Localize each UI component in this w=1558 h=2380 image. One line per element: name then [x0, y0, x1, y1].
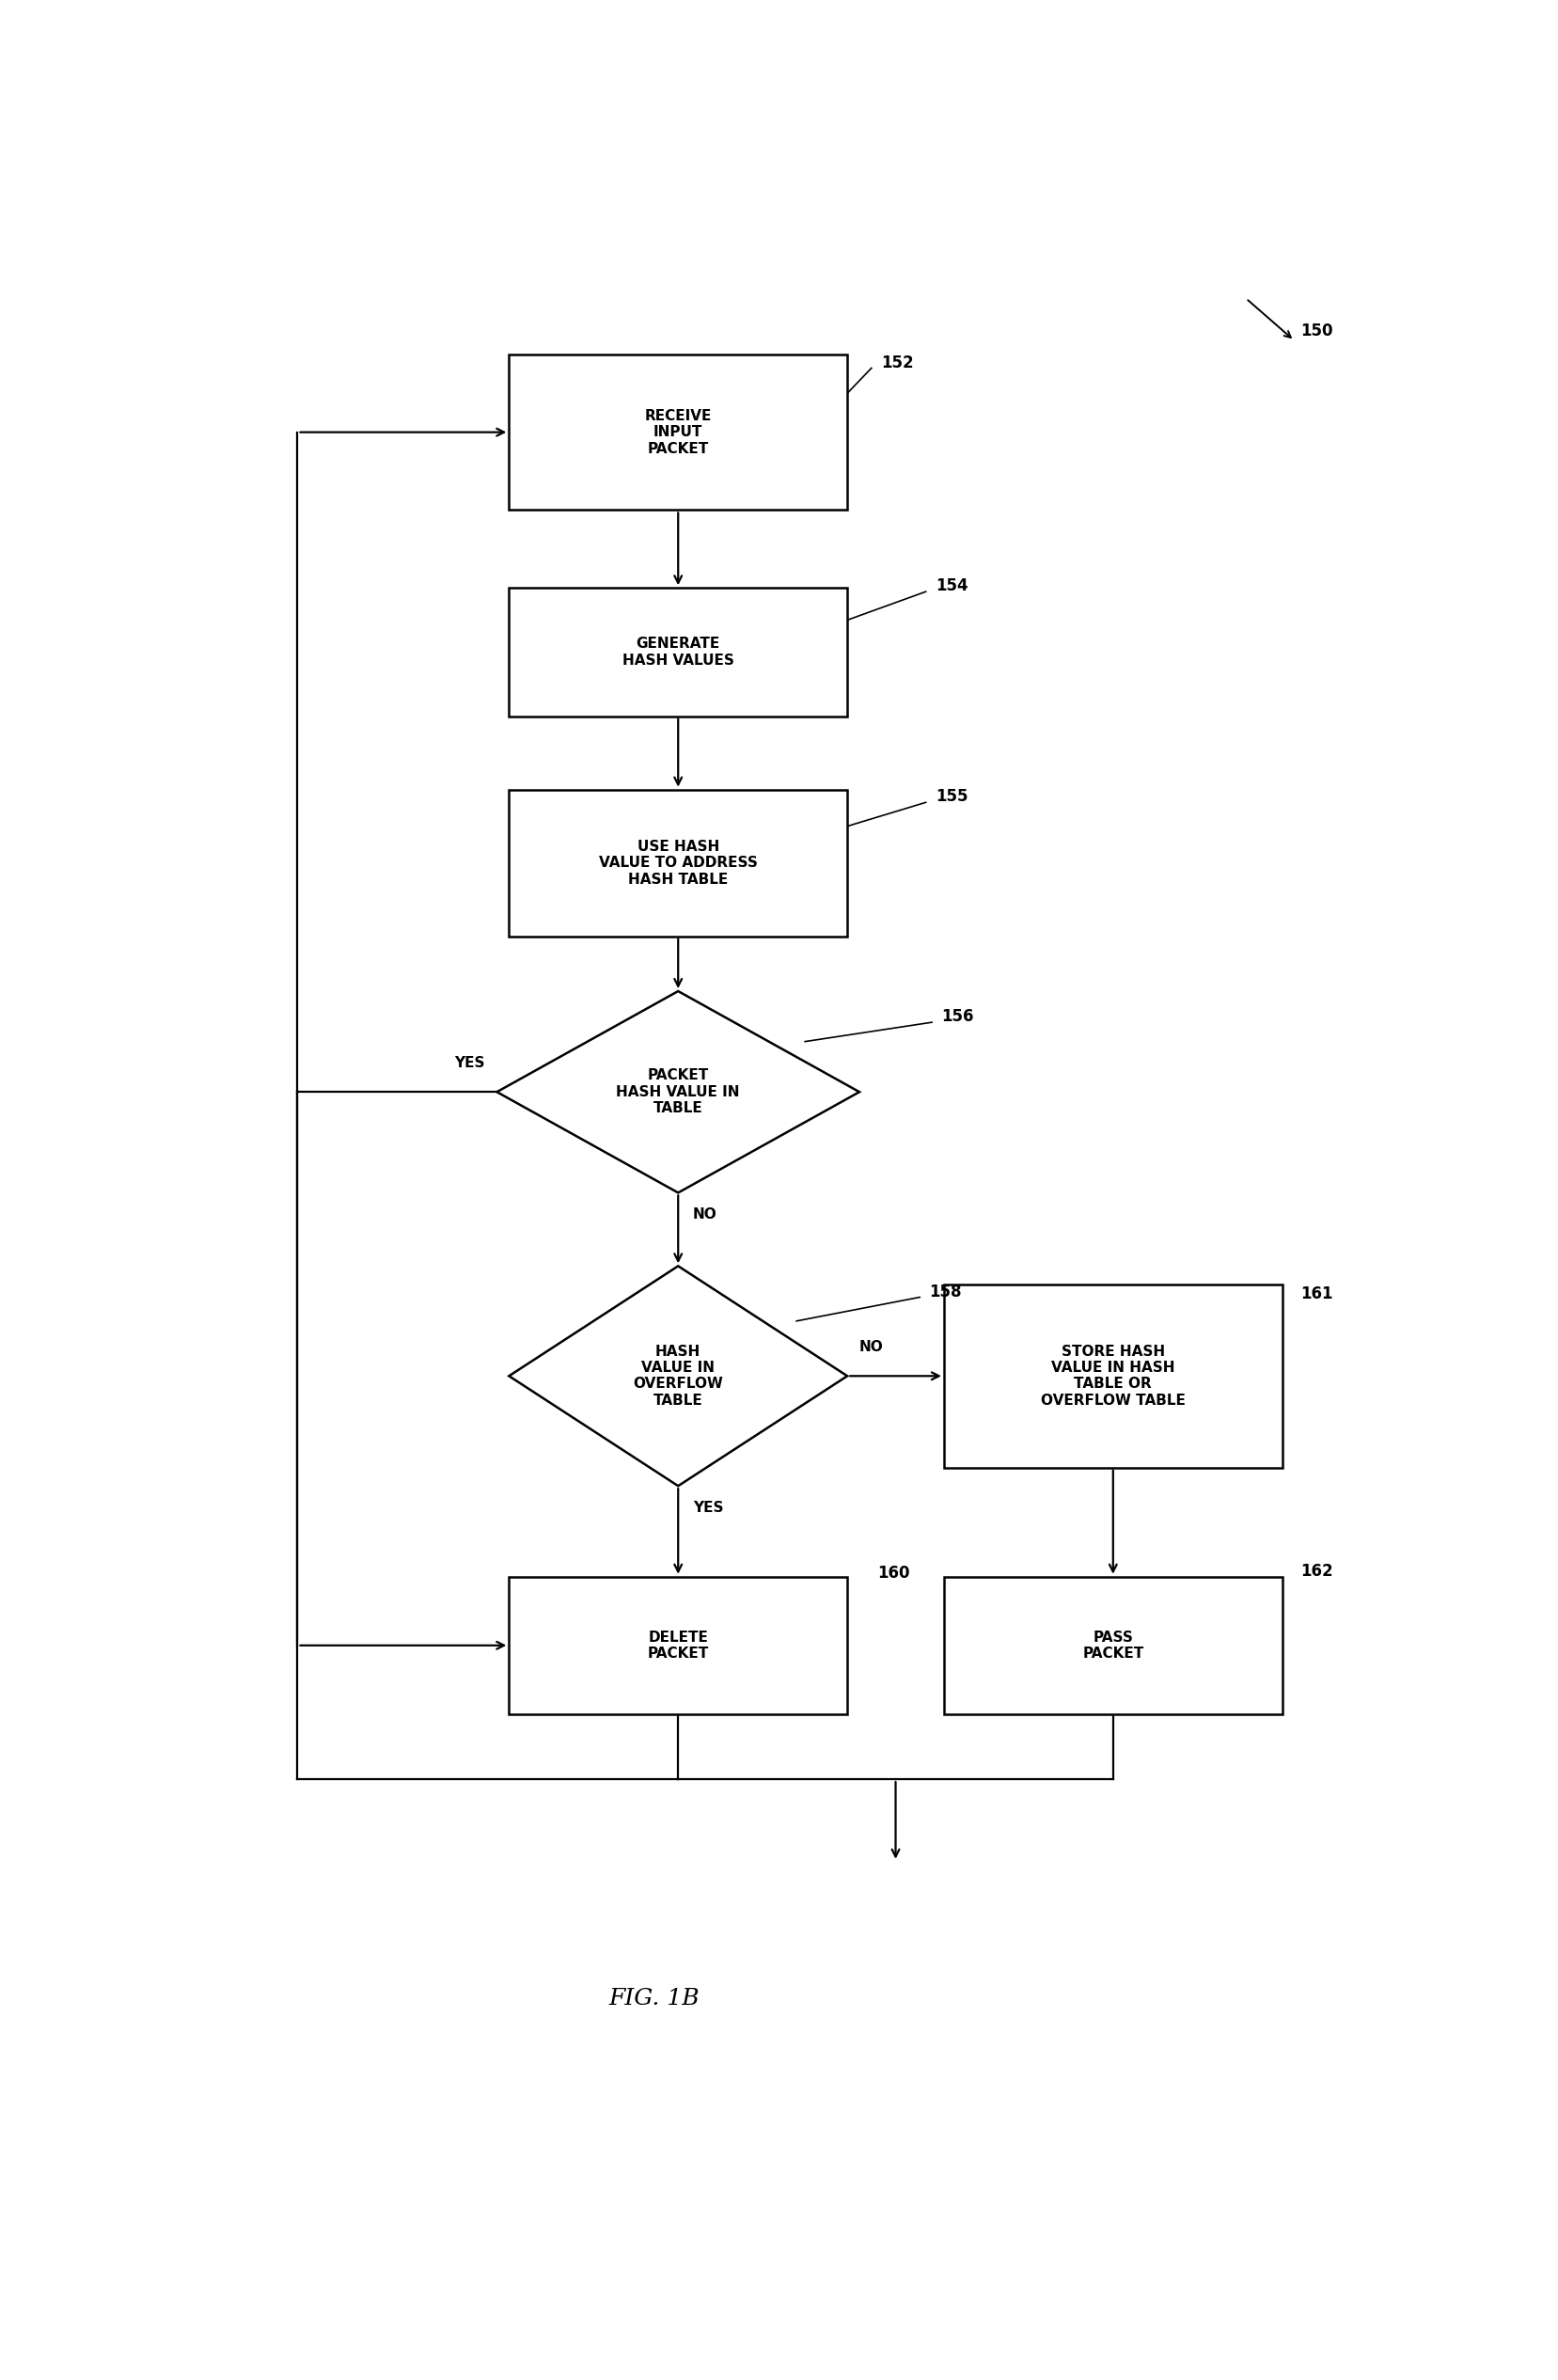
Text: RECEIVE
INPUT
PACKET: RECEIVE INPUT PACKET	[643, 409, 712, 455]
Text: NO: NO	[692, 1207, 717, 1221]
Text: 160: 160	[877, 1564, 910, 1580]
Text: FIG. 1B: FIG. 1B	[608, 1987, 700, 2009]
Text: DELETE
PACKET: DELETE PACKET	[647, 1630, 709, 1661]
FancyBboxPatch shape	[944, 1285, 1281, 1468]
FancyBboxPatch shape	[508, 790, 848, 935]
Text: USE HASH
VALUE TO ADDRESS
HASH TABLE: USE HASH VALUE TO ADDRESS HASH TABLE	[598, 840, 757, 885]
FancyBboxPatch shape	[508, 588, 848, 716]
Text: 152: 152	[880, 355, 913, 371]
Text: YES: YES	[692, 1502, 723, 1514]
Text: 155: 155	[935, 788, 968, 804]
Text: GENERATE
HASH VALUES: GENERATE HASH VALUES	[622, 638, 734, 666]
Polygon shape	[508, 1266, 848, 1485]
Polygon shape	[497, 990, 858, 1192]
FancyBboxPatch shape	[508, 1576, 848, 1714]
Text: STORE HASH
VALUE IN HASH
TABLE OR
OVERFLOW TABLE: STORE HASH VALUE IN HASH TABLE OR OVERFL…	[1041, 1345, 1184, 1407]
Text: 154: 154	[935, 578, 968, 595]
Text: 150: 150	[1299, 324, 1332, 340]
Text: 162: 162	[1299, 1564, 1332, 1580]
Text: 158: 158	[929, 1283, 961, 1299]
Text: 156: 156	[941, 1009, 974, 1026]
Text: NO: NO	[858, 1340, 883, 1354]
Text: PACKET
HASH VALUE IN
TABLE: PACKET HASH VALUE IN TABLE	[615, 1069, 740, 1116]
Text: 161: 161	[1299, 1285, 1332, 1302]
Text: YES: YES	[453, 1057, 485, 1071]
FancyBboxPatch shape	[508, 355, 848, 509]
FancyBboxPatch shape	[944, 1576, 1281, 1714]
Text: PASS
PACKET: PASS PACKET	[1081, 1630, 1144, 1661]
Text: HASH
VALUE IN
OVERFLOW
TABLE: HASH VALUE IN OVERFLOW TABLE	[633, 1345, 723, 1407]
